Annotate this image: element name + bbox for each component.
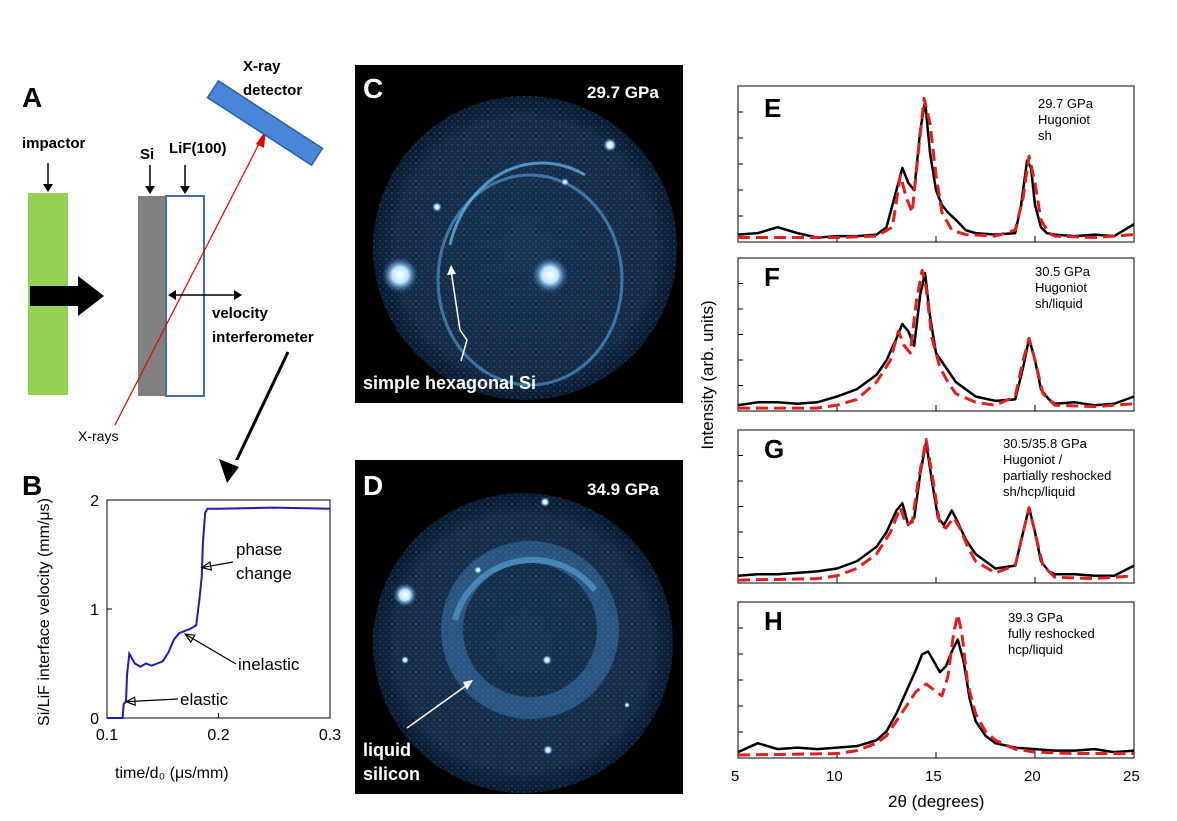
- chart-b-xtick-label: 0.2: [207, 727, 229, 744]
- xrd-h-line-2: fully reshocked: [1008, 626, 1095, 641]
- velocity-chart: 0.1 0.2 0.3 0 1 2: [90, 493, 341, 744]
- xrd-e-fit-line: [738, 96, 1135, 240]
- xrd-e-text: 29.7 GPa Hugoniot sh: [1038, 96, 1093, 144]
- diffraction-pattern-c: [373, 96, 677, 400]
- xrd-e-line-2: Hugoniot: [1038, 112, 1091, 127]
- panel-letter-d: D: [363, 470, 384, 501]
- panel-letter-f: F: [764, 262, 780, 292]
- xrd-g-line-1: 30.5/35.8 GPa: [1003, 436, 1087, 451]
- pressure-c: 29.7 GPa: [587, 83, 659, 102]
- xrd-chart-e: [737, 85, 1135, 243]
- caption-c: simple hexagonal Si: [363, 373, 537, 393]
- velocity-arrow-right-head: [234, 290, 242, 300]
- annotation-elastic: elastic: [180, 690, 229, 709]
- xrd-xtick-10: 10: [826, 768, 843, 785]
- interferometer-arrow: [235, 351, 290, 460]
- chart-b-annotation-arrowhead: [200, 561, 213, 571]
- xrd-g-line-3: partially reshocked: [1003, 468, 1112, 483]
- panel-letter-c: C: [363, 73, 384, 104]
- xrd-g-text: 30.5/35.8 GPa Hugoniot / partially resho…: [1003, 436, 1111, 500]
- velocity-arrow-left-head: [168, 290, 176, 300]
- impact-arrow-head: [78, 276, 104, 316]
- chart-b-ytick-label: 0: [90, 711, 99, 728]
- xrd-f-line-3: sh/liquid: [1035, 296, 1083, 311]
- xrd-g-line-4: sh/hcp/liquid: [1003, 484, 1076, 499]
- xrd-h-line-1: 39.3 GPa: [1008, 610, 1063, 625]
- xrd-e-line-3: sh: [1038, 128, 1052, 143]
- chart-b-xtick-label: 0.3: [319, 727, 341, 744]
- diffraction-image-d: D 34.9 GPa liquid silicon: [355, 460, 683, 794]
- si-plate: [138, 196, 166, 396]
- xrd-chart-g: [737, 429, 1135, 584]
- xray-detector: [206, 79, 324, 167]
- xrd-xtick-5: 5: [731, 768, 740, 785]
- xrd-f-fit-line: [738, 268, 1135, 410]
- xrd-chart-f: [737, 257, 1135, 412]
- chart-b-xlabel: time/d₀ (μs/mm): [115, 765, 229, 782]
- xrd-xtick-20: 20: [1024, 768, 1041, 785]
- diffraction-pattern-d: [373, 493, 673, 793]
- xrd-f-text: 30.5 GPa Hugoniot sh/liquid: [1035, 264, 1090, 312]
- chart-b-xtick-label: 0.1: [96, 727, 118, 744]
- velocity-label-2: interferometer: [212, 329, 314, 346]
- caption-c-pointers: [447, 265, 468, 362]
- chart-b-ytick-label: 1: [90, 602, 99, 619]
- chart-b-ylabel: Si/LiF interface velocity (mm/μs): [36, 498, 53, 726]
- si-pointer-head: [145, 186, 155, 194]
- caption-d-2: silicon: [363, 764, 421, 784]
- xray-detector-label-1: X-ray: [243, 58, 281, 75]
- chart-b-annotation-arrow: [125, 698, 179, 703]
- chart-b-annotation-arrowhead: [124, 696, 136, 707]
- xrd-h-text: 39.3 GPa fully reshocked hcp/liquid: [1008, 610, 1095, 658]
- xrd-e-line-1: 29.7 GPa: [1038, 96, 1093, 111]
- impactor-label: impactor: [22, 135, 86, 152]
- lif-pointer-head: [180, 186, 190, 194]
- chart-b-velocity-line: [107, 506, 331, 719]
- chart-b-annotation-arrow: [184, 633, 237, 665]
- caption-d-pointer: [406, 680, 473, 729]
- panel-a-diagram: [28, 79, 324, 460]
- xrd-h-experiment-line: [737, 638, 1135, 754]
- chart-b-frame: [106, 499, 331, 719]
- xrd-f-experiment-line: [737, 272, 1135, 407]
- interferometer-arrow-head: [219, 459, 239, 483]
- xrd-xtick-25: 25: [1123, 768, 1140, 785]
- xray-beam: [114, 137, 263, 426]
- panel-letter-a: A: [22, 82, 43, 113]
- annotation-phase-1: phase: [236, 540, 283, 559]
- xrd-g-line-2: Hugoniot /: [1003, 452, 1063, 467]
- impact-arrow-body: [30, 286, 80, 306]
- xrd-ylabel: Intensity (arb. units): [698, 300, 717, 450]
- diffraction-image-c: C 29.7 GPa simple hexagonal Si: [355, 65, 683, 403]
- xray-detector-label-2: detector: [243, 82, 303, 99]
- xrd-frame-f: [737, 257, 1135, 412]
- panel-letter-g: G: [764, 434, 785, 464]
- pressure-d: 34.9 GPa: [587, 480, 659, 499]
- xrd-xlabel: 2θ (degrees): [888, 792, 985, 811]
- xrays-label: X-rays: [78, 428, 119, 444]
- impactor-pointer-head: [43, 184, 53, 192]
- chart-b-annotation-arrowhead: [183, 633, 196, 644]
- chart-b-ytick-label: 2: [90, 493, 99, 510]
- annotation-inelastic: inelastic: [238, 655, 300, 674]
- xrd-h-line-3: hcp/liquid: [1008, 642, 1063, 657]
- xrd-h-fit-line: [737, 612, 1134, 757]
- xrd-f-line-1: 30.5 GPa: [1035, 264, 1090, 279]
- xrd-chart-h: [737, 601, 1135, 759]
- si-label: Si: [140, 146, 155, 163]
- xrd-g-experiment-line: [737, 441, 1135, 577]
- lif-label: LiF(100): [169, 140, 227, 157]
- xrd-xtick-15: 15: [925, 768, 942, 785]
- xrd-g-fit-line: [737, 437, 1135, 582]
- panel-letter-b: B: [22, 470, 43, 501]
- annotation-phase-2: change: [236, 564, 292, 583]
- caption-d-1: liquid: [363, 740, 411, 760]
- xrd-frame-e: [737, 85, 1135, 243]
- panel-letter-h: H: [764, 606, 783, 636]
- panel-letter-e: E: [764, 93, 782, 123]
- xrd-f-line-2: Hugoniot: [1035, 280, 1088, 295]
- xrd-frame-h: [737, 601, 1135, 759]
- velocity-label-1: velocity: [212, 305, 268, 322]
- chart-b-annotation-arrow: [201, 561, 234, 569]
